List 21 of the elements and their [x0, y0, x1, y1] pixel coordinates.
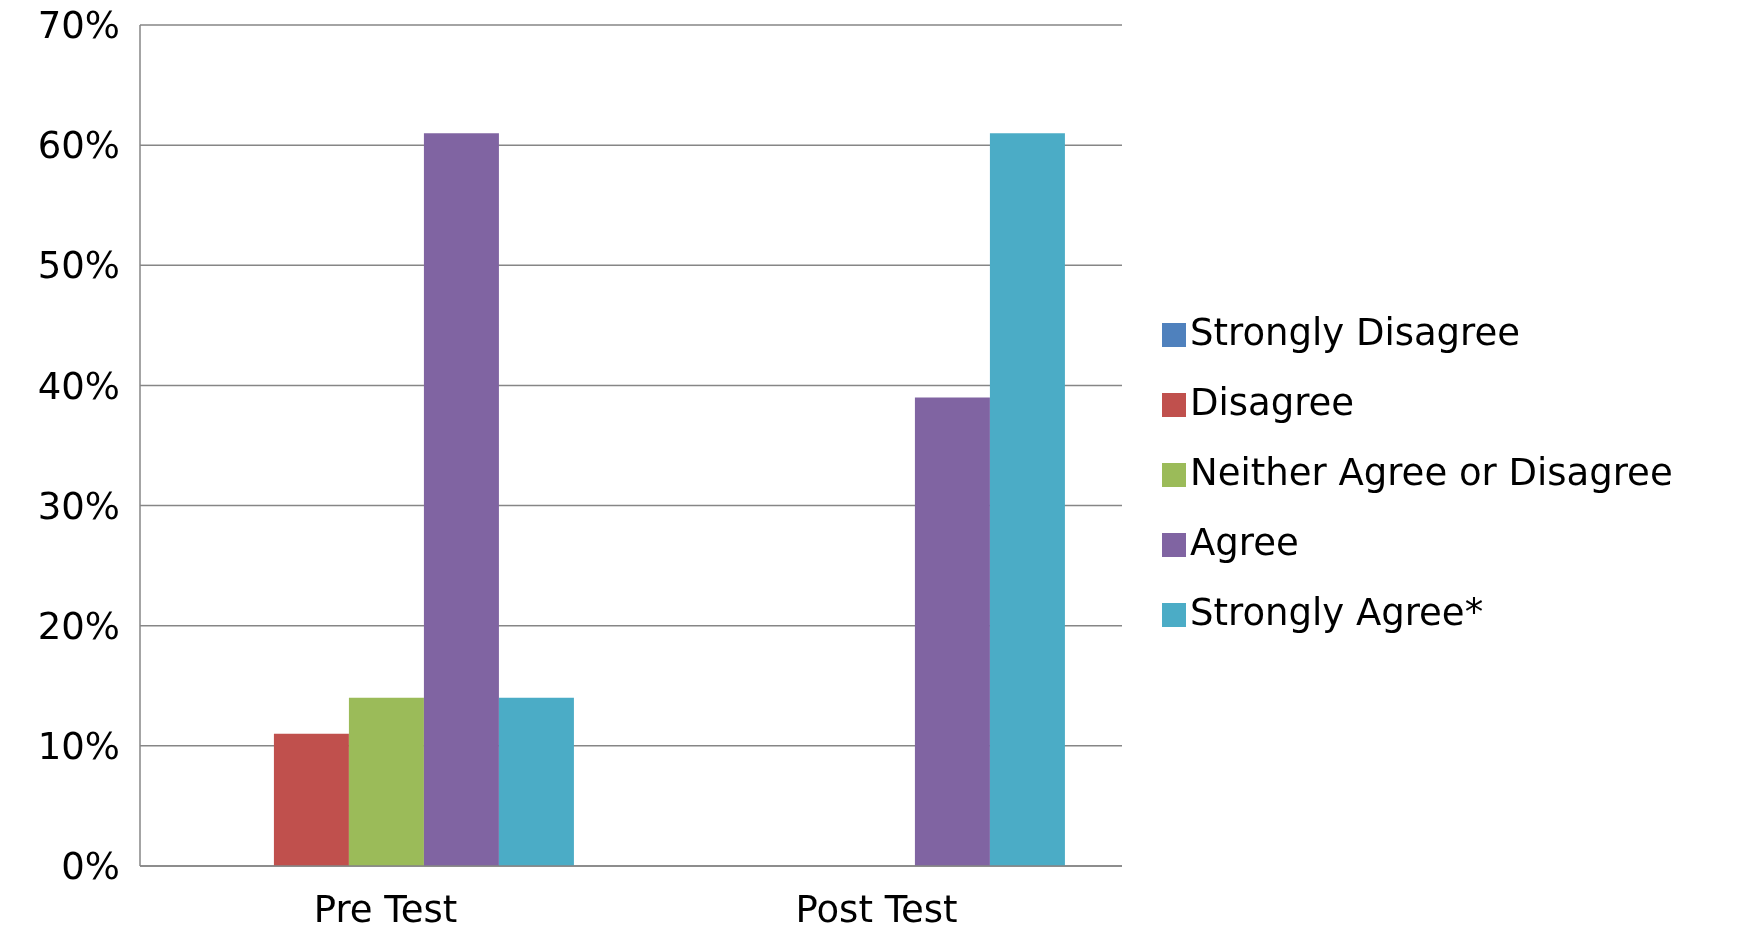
- bar: [914, 397, 990, 866]
- bar: [348, 697, 424, 866]
- y-tick-label: 30%: [37, 484, 120, 528]
- bar: [498, 697, 574, 866]
- y-tick-label: 10%: [37, 724, 120, 768]
- y-tick-label: 60%: [37, 124, 120, 168]
- y-tick-label: 40%: [37, 364, 120, 408]
- bar: [273, 733, 349, 866]
- legend-label: Agree: [1190, 521, 1299, 564]
- legend-label: Disagree: [1190, 381, 1355, 424]
- bar: [989, 133, 1065, 866]
- y-tick-label: 0%: [61, 845, 120, 889]
- legend-label: Strongly Disagree: [1190, 311, 1521, 354]
- bar: [423, 133, 499, 866]
- x-tick-label: Post Test: [795, 888, 958, 932]
- y-tick-label: 50%: [37, 244, 120, 288]
- x-tick-label: Pre Test: [313, 888, 458, 932]
- legend-label: Neither Agree or Disagree: [1190, 451, 1673, 494]
- y-tick-label: 20%: [37, 604, 120, 648]
- y-tick-label: 70%: [37, 4, 120, 48]
- legend-label: Strongly Agree*: [1190, 591, 1484, 634]
